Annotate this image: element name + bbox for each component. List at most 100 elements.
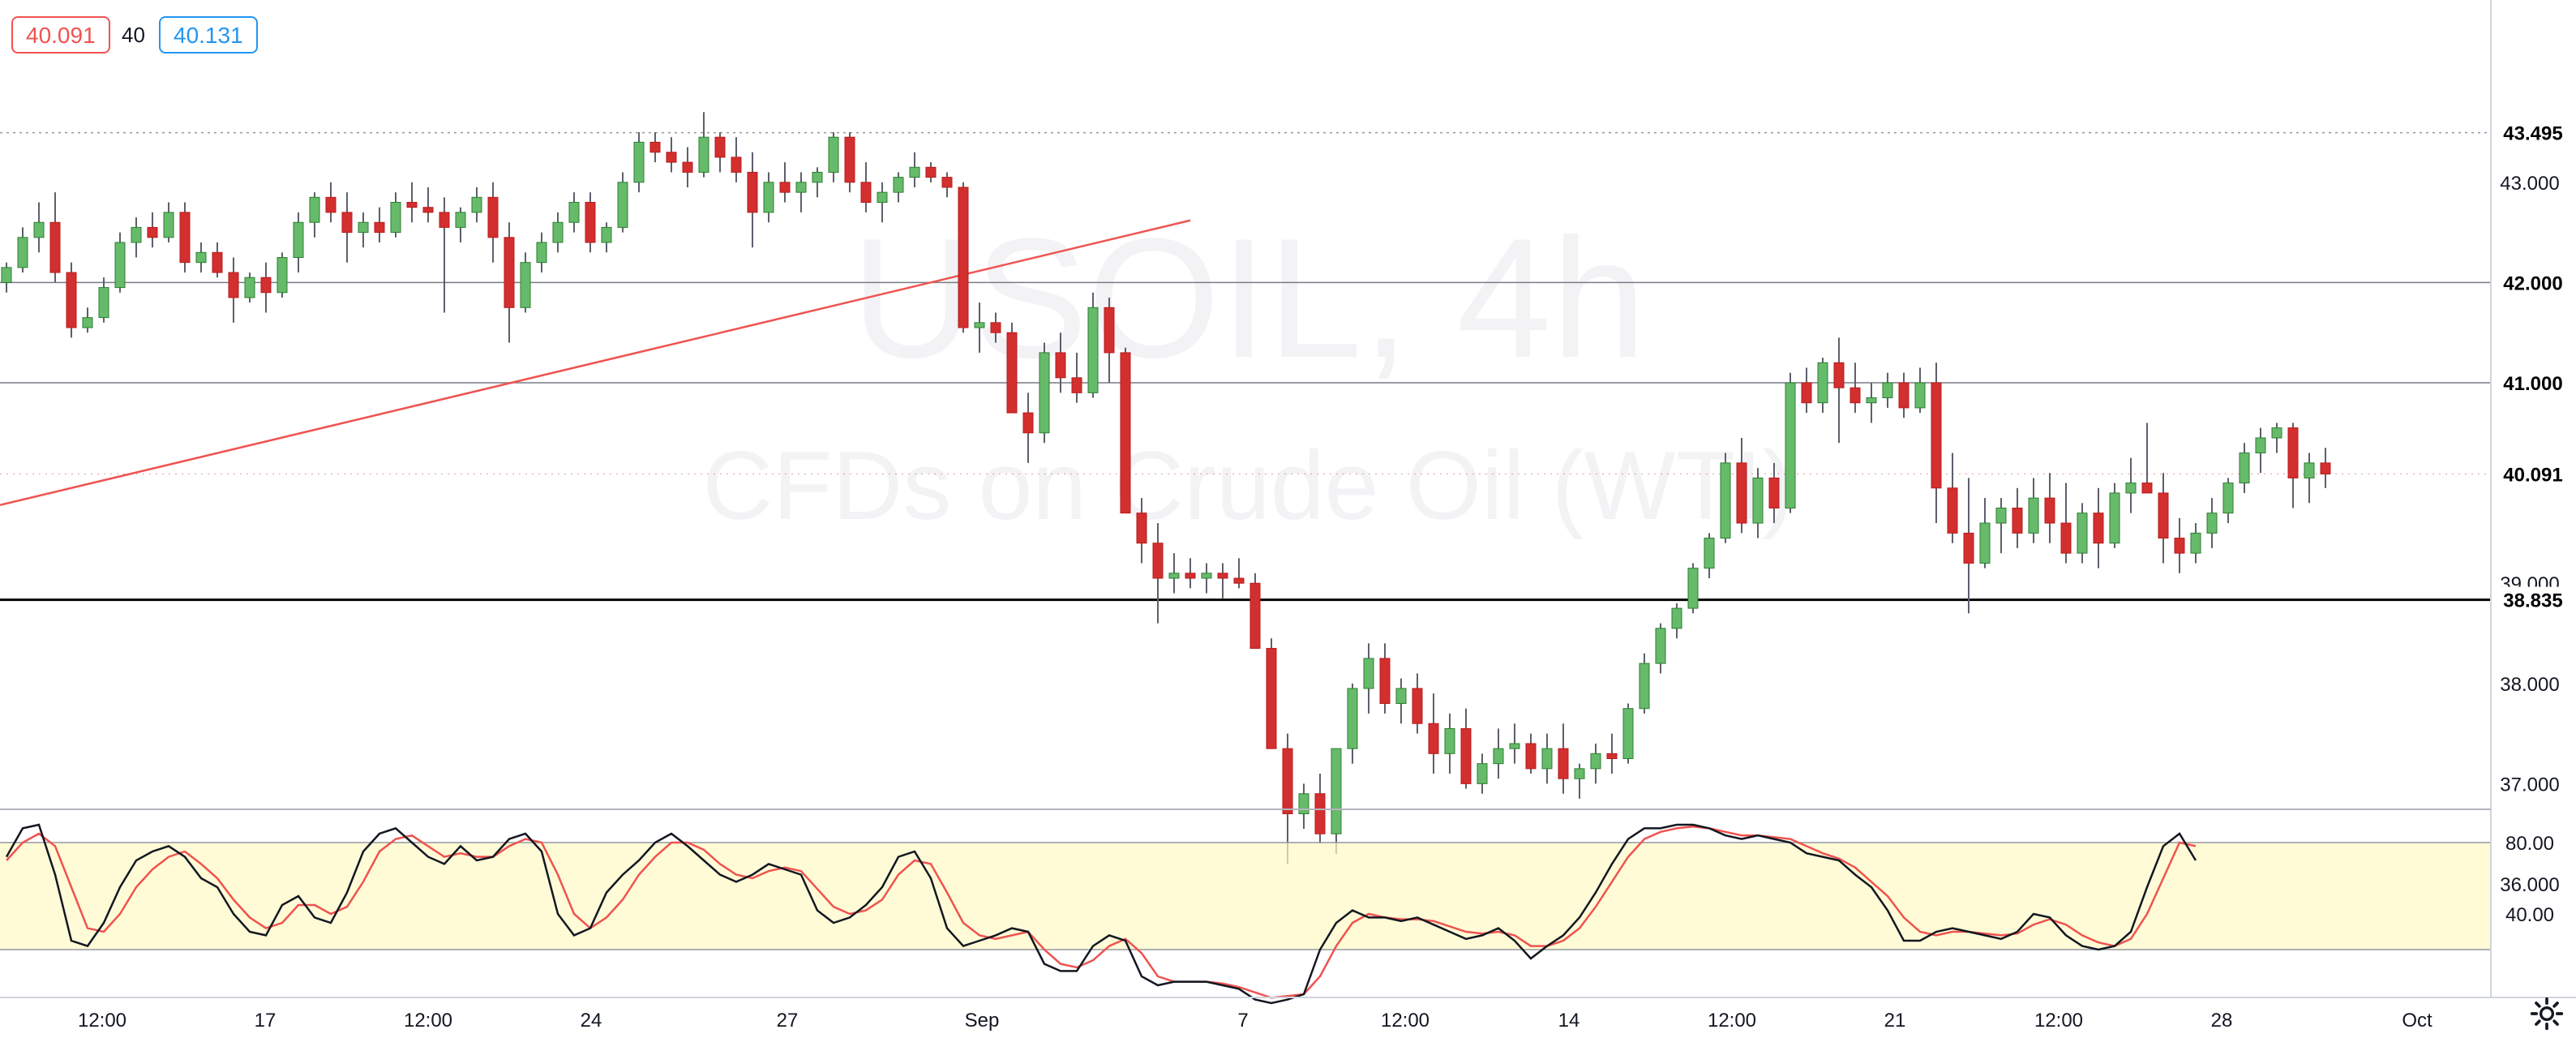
candle-body-19 bbox=[309, 196, 320, 223]
stoch-k-line bbox=[5, 823, 2197, 1005]
candle-body-133 bbox=[2158, 492, 2169, 539]
candle-body-22 bbox=[358, 221, 369, 234]
candle-body-89 bbox=[1444, 727, 1455, 754]
candle-body-29 bbox=[471, 196, 482, 213]
candle-body-5 bbox=[82, 317, 93, 328]
candle-body-130 bbox=[2109, 492, 2120, 544]
candle-body-138 bbox=[2239, 453, 2250, 484]
ask-price-chip[interactable]: 40.131 bbox=[159, 16, 258, 54]
candle-body-10 bbox=[163, 212, 174, 238]
candle-body-139 bbox=[2255, 437, 2266, 454]
candle-body-53 bbox=[860, 182, 872, 204]
candle-body-58 bbox=[941, 177, 953, 188]
price-marker-bg-4 bbox=[2492, 586, 2574, 613]
candle-body-72 bbox=[1168, 573, 1180, 579]
price-marker-bg-0 bbox=[2492, 119, 2574, 146]
time-tick-label-6: 7 bbox=[1237, 1010, 1248, 1032]
time-tick-label-13: Oct bbox=[2402, 1010, 2432, 1032]
candle-body-7 bbox=[114, 242, 126, 289]
candle-body-34 bbox=[552, 221, 564, 243]
trendline-layer bbox=[0, 219, 1191, 507]
time-tick-label-12: 28 bbox=[2211, 1010, 2233, 1032]
candle-body-141 bbox=[2287, 427, 2299, 478]
candle-body-67 bbox=[1087, 307, 1099, 393]
candle-body-37 bbox=[601, 226, 612, 243]
candle-body-17 bbox=[276, 257, 288, 294]
candle-body-85 bbox=[1379, 658, 1391, 705]
candle-body-109 bbox=[1768, 477, 1780, 508]
candle-body-8 bbox=[131, 226, 142, 243]
candle-body-45 bbox=[731, 157, 742, 173]
settings-gear-icon[interactable] bbox=[2529, 996, 2565, 1032]
candle-body-68 bbox=[1104, 307, 1115, 354]
candle-body-25 bbox=[406, 202, 418, 208]
bid-price-chip[interactable]: 40.091 bbox=[11, 16, 110, 54]
candle-body-30 bbox=[487, 196, 499, 238]
candle-body-73 bbox=[1185, 573, 1196, 579]
candle-body-94 bbox=[1525, 743, 1537, 770]
stoch-tick-label-1: 40.00 bbox=[2505, 904, 2554, 926]
price-marker-label-2: 41.000 bbox=[2503, 373, 2562, 395]
stochastic-pane bbox=[0, 823, 2491, 1005]
candle-body-128 bbox=[2077, 513, 2088, 554]
candle-body-38 bbox=[617, 182, 628, 228]
candle-body-98 bbox=[1590, 753, 1601, 770]
price-marker-bg-3 bbox=[2492, 461, 2574, 487]
candle-body-75 bbox=[1217, 573, 1228, 579]
stoch-tick-label-0: 80.00 bbox=[2505, 833, 2554, 855]
candle-body-96 bbox=[1558, 748, 1569, 779]
candle-body-86 bbox=[1395, 688, 1407, 705]
candle-body-50 bbox=[812, 171, 823, 183]
candle-body-76 bbox=[1233, 577, 1245, 584]
price-marker-label-1: 42.000 bbox=[2503, 272, 2562, 294]
time-tick-label-1: 17 bbox=[255, 1010, 276, 1032]
stoch-d-line bbox=[6, 825, 2197, 999]
candle-body-74 bbox=[1201, 573, 1212, 579]
candle-body-92 bbox=[1493, 748, 1504, 765]
time-tick-label-10: 21 bbox=[1884, 1010, 1906, 1032]
candle-body-103 bbox=[1671, 607, 1682, 629]
time-tick-label-3: 24 bbox=[581, 1010, 602, 1032]
candle-body-71 bbox=[1152, 543, 1164, 579]
candle-body-0 bbox=[1, 267, 12, 283]
candle-body-129 bbox=[2093, 513, 2104, 544]
candle-body-87 bbox=[1412, 688, 1423, 724]
candle-body-125 bbox=[2028, 497, 2039, 534]
time-tick-label-0: 12:00 bbox=[78, 1010, 126, 1032]
candle-body-114 bbox=[1849, 387, 1861, 404]
time-tick-label-9: 12:00 bbox=[1708, 1010, 1756, 1032]
candle-body-23 bbox=[374, 221, 385, 234]
candle-body-14 bbox=[228, 272, 239, 298]
candle-body-79 bbox=[1282, 748, 1293, 814]
candle-body-83 bbox=[1347, 688, 1358, 749]
candle-body-97 bbox=[1574, 768, 1585, 779]
candle-body-24 bbox=[390, 202, 401, 234]
candle-body-65 bbox=[1055, 352, 1066, 379]
candle-body-135 bbox=[2190, 532, 2201, 554]
candle-body-122 bbox=[1979, 522, 1991, 564]
candle-body-64 bbox=[1039, 352, 1050, 434]
candle-body-77 bbox=[1249, 582, 1261, 650]
symbol-watermark: USOIL, 4h CFDs on Crude Oil (WTI) bbox=[703, 203, 1795, 540]
candle-body-115 bbox=[1866, 397, 1877, 404]
time-tick-label-8: 14 bbox=[1558, 1010, 1580, 1032]
candle-body-137 bbox=[2222, 483, 2234, 514]
candle-body-18 bbox=[293, 221, 304, 258]
candle-body-11 bbox=[179, 212, 191, 264]
candle-body-35 bbox=[568, 202, 580, 223]
candle-body-15 bbox=[244, 277, 255, 298]
candle-body-116 bbox=[1882, 382, 1893, 399]
price-marker-bg-1 bbox=[2492, 269, 2574, 296]
candle-body-108 bbox=[1752, 477, 1764, 524]
candle-body-39 bbox=[633, 141, 645, 183]
price-marker-label-3: 40.091 bbox=[2503, 464, 2562, 486]
horizontal-levels bbox=[0, 131, 2491, 602]
candle-body-78 bbox=[1266, 648, 1277, 749]
candle-body-107 bbox=[1736, 462, 1747, 524]
candle-body-134 bbox=[2174, 538, 2185, 554]
candle-body-48 bbox=[779, 182, 791, 193]
candle-body-47 bbox=[763, 182, 774, 213]
candle-body-131 bbox=[2125, 483, 2137, 494]
